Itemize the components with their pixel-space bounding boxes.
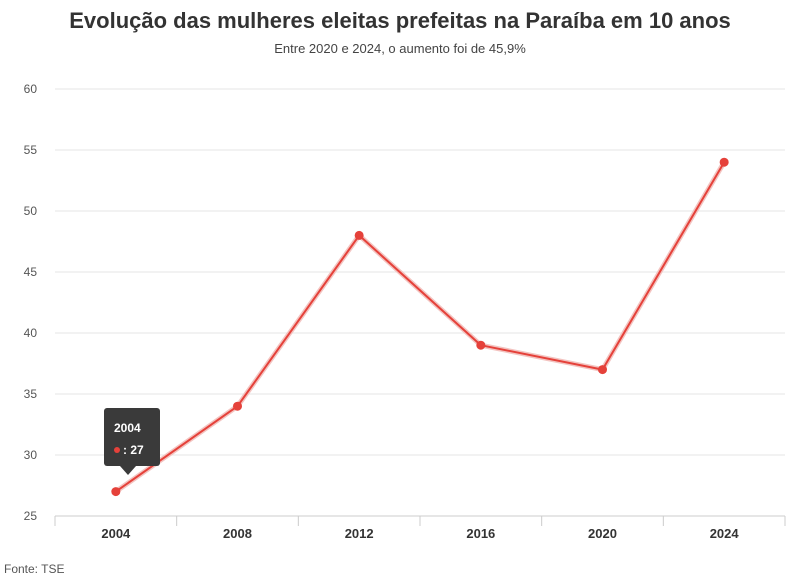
y-tick-label: 40 xyxy=(24,326,38,340)
data-point[interactable] xyxy=(233,401,242,411)
data-point[interactable] xyxy=(354,230,364,240)
data-point[interactable] xyxy=(111,487,121,497)
tooltip-value: : 27 xyxy=(123,443,144,457)
y-tick-label: 30 xyxy=(24,448,38,462)
y-tick-label: 25 xyxy=(24,509,38,523)
y-axis: 25 30 35 40 45 50 55 60 xyxy=(24,82,38,523)
tooltip-box xyxy=(104,408,160,466)
y-tick-label: 45 xyxy=(24,265,38,279)
chart-title: Evolução das mulheres eleitas prefeitas … xyxy=(69,8,731,33)
x-axis: 2004 2008 2012 2016 2020 2024 xyxy=(54,515,786,541)
tooltip-pointer xyxy=(120,466,136,475)
data-point[interactable] xyxy=(598,365,607,375)
y-tick-label: 50 xyxy=(24,204,38,218)
tooltip-series-dot xyxy=(114,447,120,453)
source-note: Fonte: TSE xyxy=(4,562,65,576)
data-point[interactable] xyxy=(719,157,729,167)
grid-layer xyxy=(55,88,785,456)
x-tick-label: 2020 xyxy=(588,526,617,541)
tooltip: 2004 : 27 xyxy=(104,408,160,475)
x-tick-label: 2024 xyxy=(710,526,740,541)
y-tick-label: 55 xyxy=(24,143,38,157)
x-tick-label: 2008 xyxy=(223,526,252,541)
series-line-halo xyxy=(114,160,727,494)
x-tick-label: 2012 xyxy=(345,526,374,541)
x-tick-label: 2016 xyxy=(466,526,495,541)
x-tick-label: 2004 xyxy=(101,526,131,541)
series-layer xyxy=(111,157,729,497)
tooltip-title: 2004 xyxy=(114,421,141,435)
chart-subtitle: Entre 2020 e 2024, o aumento foi de 45,9… xyxy=(274,41,526,56)
y-tick-label: 35 xyxy=(24,387,38,401)
y-tick-label: 60 xyxy=(24,82,38,96)
series-line xyxy=(115,161,726,493)
data-point[interactable] xyxy=(476,340,486,350)
